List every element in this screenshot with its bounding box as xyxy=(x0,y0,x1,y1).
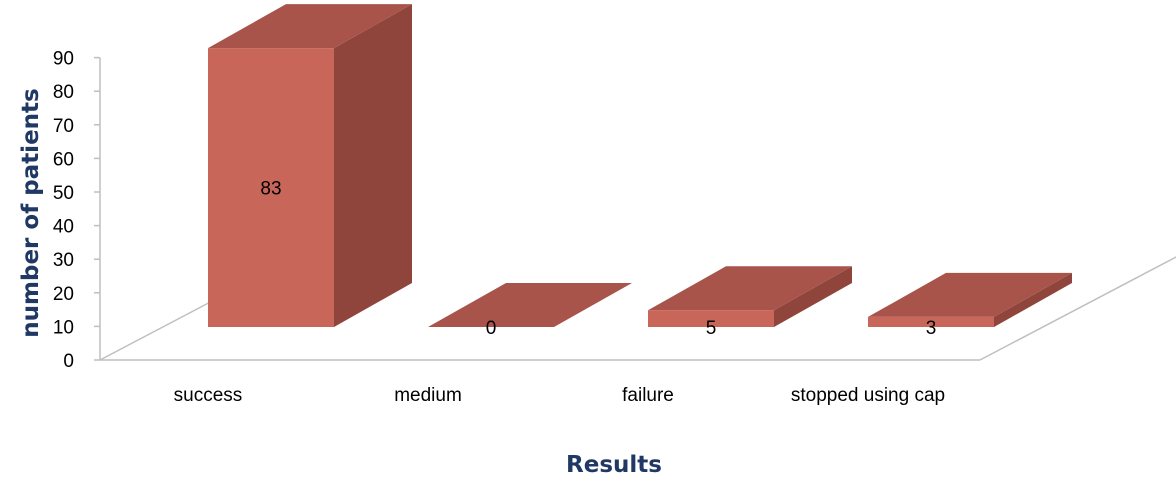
category-label: medium xyxy=(394,385,462,406)
y-tick-label: 90 xyxy=(53,49,74,70)
bar-side-face xyxy=(994,272,1072,327)
bar-top-face xyxy=(428,283,632,327)
floor-right-edge xyxy=(979,256,1176,361)
x-axis-categories: success medium failure stopped using cap xyxy=(174,385,945,406)
bar-front-face xyxy=(208,48,334,328)
y-tick-label: 30 xyxy=(53,250,74,271)
bar-stopped-using-cap xyxy=(868,272,1072,327)
category-label: success xyxy=(174,385,243,406)
data-label: 3 xyxy=(926,318,937,339)
y-tick-label: 50 xyxy=(53,183,74,204)
y-axis-title: number of patients xyxy=(18,88,44,337)
bar-failure xyxy=(648,266,852,327)
x-axis-title: Results xyxy=(566,452,662,478)
bar-top-face xyxy=(208,4,412,49)
bars xyxy=(208,4,1072,328)
y-tick-label: 70 xyxy=(53,116,74,137)
y-tick-label: 0 xyxy=(63,351,74,372)
y-tick-label: 10 xyxy=(53,317,74,338)
category-label: failure xyxy=(622,385,674,406)
data-label: 83 xyxy=(260,179,281,200)
y-tick-label: 20 xyxy=(53,284,74,305)
data-label: 5 xyxy=(706,318,717,339)
bar-side-face xyxy=(334,4,412,328)
y-tick-label: 40 xyxy=(53,217,74,238)
bar-success xyxy=(208,4,412,328)
y-axis-ticks: 0 10 20 30 40 50 60 70 80 90 xyxy=(53,49,100,372)
bar-top-face xyxy=(648,266,852,311)
bar-front-face xyxy=(648,310,774,327)
category-label: stopped using cap xyxy=(791,385,945,406)
bar-medium xyxy=(428,283,632,327)
bar-front-face xyxy=(868,316,994,327)
data-labels: 83 0 5 3 xyxy=(260,179,936,339)
bar-top-face xyxy=(868,272,1072,317)
data-label: 0 xyxy=(486,318,497,339)
bar-side-face xyxy=(774,266,852,327)
y-tick-label: 60 xyxy=(53,149,74,170)
y-tick-label: 80 xyxy=(53,82,74,103)
